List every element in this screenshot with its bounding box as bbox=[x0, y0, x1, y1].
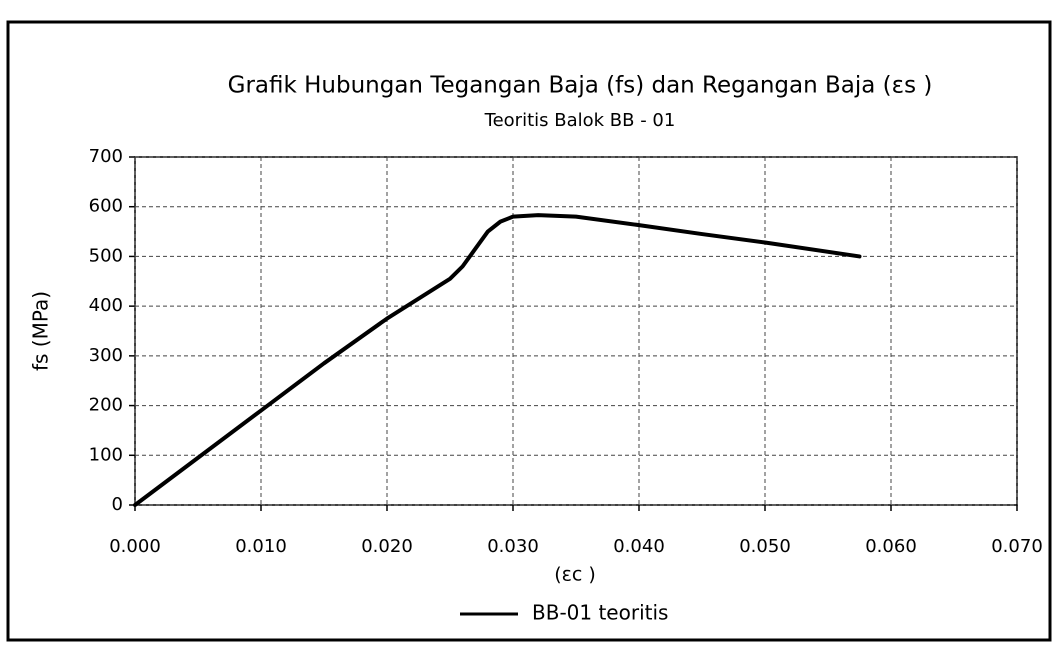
chart-frame bbox=[6, 20, 1052, 642]
y-axis-label: fs (MPa) bbox=[29, 291, 53, 371]
x-tick-label: 0.000 bbox=[109, 536, 161, 557]
y-tick-label: 100 bbox=[89, 444, 123, 465]
x-tick-label: 0.030 bbox=[487, 536, 539, 557]
x-axis-label: (εc ) bbox=[554, 564, 596, 586]
x-tick-label: 0.040 bbox=[613, 536, 665, 557]
y-tick-label: 500 bbox=[89, 245, 123, 266]
y-tick-label: 0 bbox=[112, 494, 123, 515]
x-tick-label: 0.070 bbox=[991, 536, 1043, 557]
y-tick-label: 300 bbox=[89, 345, 123, 366]
legend-label: BB-01 teoritis bbox=[532, 601, 668, 625]
chart-subtitle: Teoritis Balok BB - 01 bbox=[484, 110, 676, 131]
y-tick-label: 700 bbox=[89, 146, 123, 167]
data-line bbox=[133, 213, 862, 507]
y-tick-label: 200 bbox=[89, 395, 123, 416]
y-tick-label: 400 bbox=[89, 295, 123, 316]
x-tick-label: 0.010 bbox=[235, 536, 287, 557]
chart-title: Grafik Hubungan Tegangan Baja (fs) dan R… bbox=[228, 73, 933, 99]
x-tick-label: 0.020 bbox=[361, 536, 413, 557]
y-tick-label: 600 bbox=[89, 196, 123, 217]
x-tick-label: 0.060 bbox=[865, 536, 917, 557]
x-tick-label: 0.050 bbox=[739, 536, 791, 557]
